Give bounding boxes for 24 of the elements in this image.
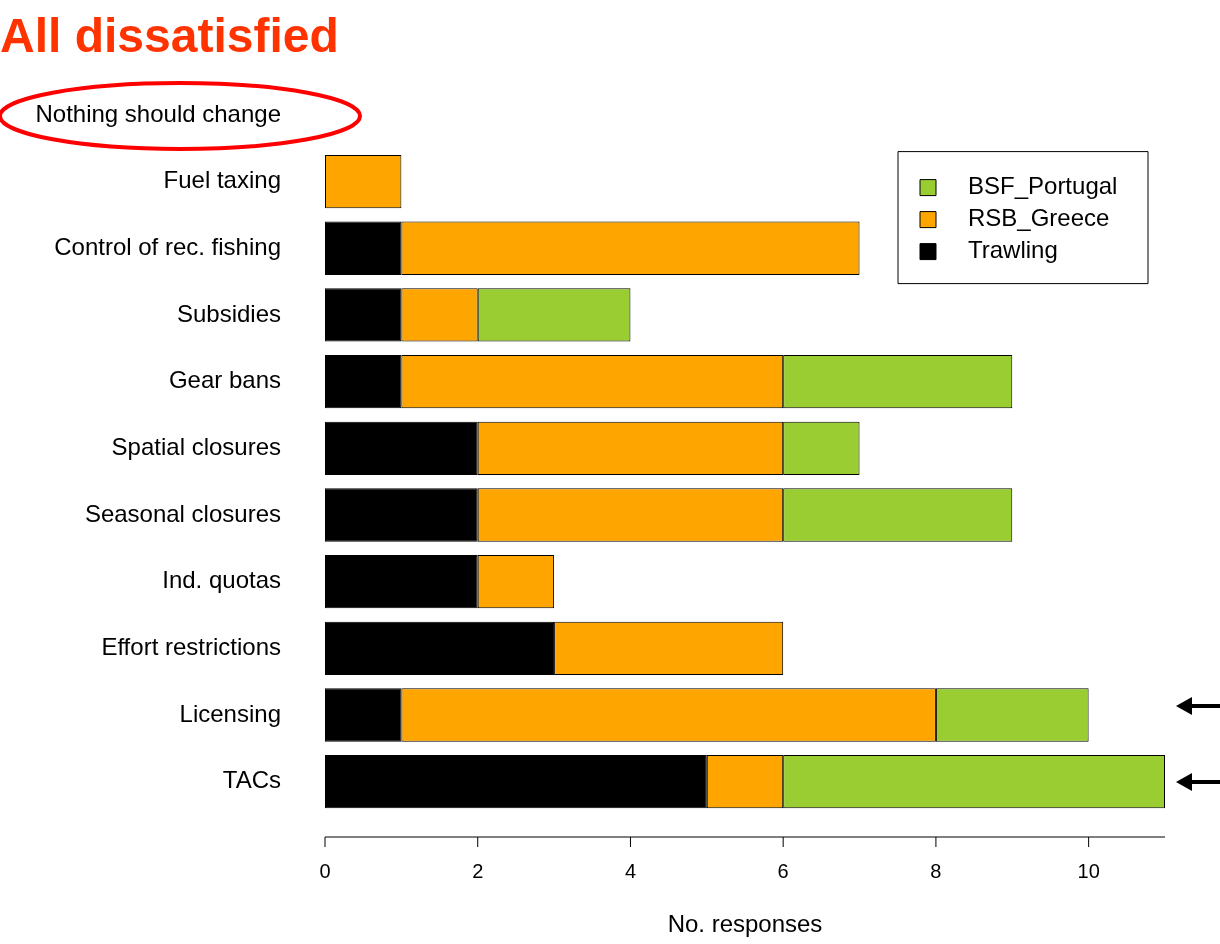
legend-label: RSB_Greece [968,204,1110,232]
y-tick-label: Subsidies [176,299,281,327]
y-tick-label: TACs [222,766,281,794]
y-tick-label: Licensing [179,699,281,727]
legend-label: BSF_Portugal [968,172,1118,200]
y-tick-label: Ind. quotas [162,566,281,594]
x-tick-label: 6 [777,859,789,882]
chart-title: All dissatisfied [0,9,339,63]
x-tick-label: 2 [472,859,484,882]
x-tick-label: 0 [319,859,331,882]
x-axis-title: No. responses [667,910,823,938]
y-tick-label: Effort restrictions [101,632,281,660]
y-tick-label: Nothing should change [35,99,281,127]
bar [325,688,402,742]
bar [325,288,402,342]
x-tick-label: 8 [930,859,942,882]
y-tick-label: Fuel taxing [163,166,281,194]
x-tick-label: 4 [624,859,637,882]
y-tick-label: Seasonal closures [84,499,281,527]
y-tick-label: Control of rec. fishing [54,232,281,260]
y-tick-label: Gear bans [168,366,281,394]
x-tick-label: 10 [1077,859,1100,882]
y-tick-label: Spatial closures [111,432,281,460]
legend-label: Trawling [968,236,1058,264]
